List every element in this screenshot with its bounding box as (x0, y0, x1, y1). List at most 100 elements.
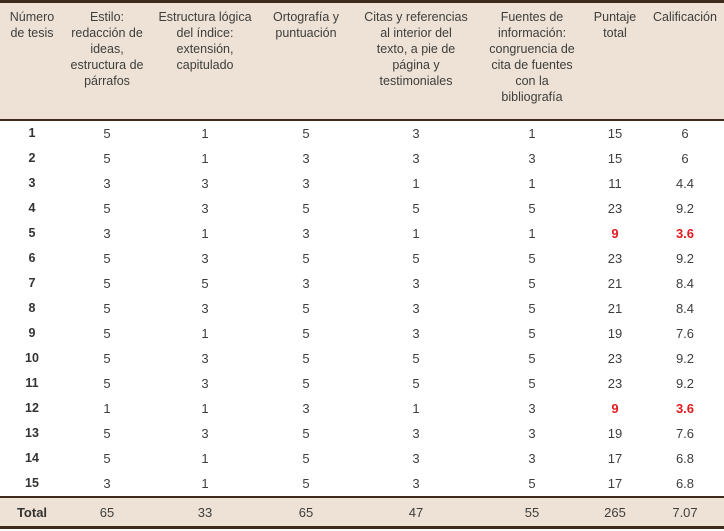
score-cell: 3 (201, 351, 209, 366)
total-cell-estructura: 33 (150, 496, 260, 529)
score-cell: 3 (302, 176, 310, 191)
score-cell: 3.6 (675, 226, 695, 241)
score-cell: 5 (103, 426, 111, 441)
score-cell: 3 (103, 476, 111, 491)
score-cell: 5 (528, 276, 536, 291)
col-header-estilo: Estilo: redacción de ideas, estructura d… (64, 0, 150, 121)
table-row: 12 1 1 3 1 3 9 3.6 (0, 396, 724, 421)
col-header-estructura-logica: Estructura lógica del índice: extensión,… (150, 0, 260, 121)
score-cell: 6 (681, 151, 689, 166)
score-cell: 6.8 (675, 476, 695, 491)
table-row: 14 5 1 5 3 3 17 6.8 (0, 446, 724, 471)
score-cell: 5 (528, 476, 536, 491)
score-cell: 5 (302, 351, 310, 366)
table-row: 15 3 1 5 3 5 17 6.8 (0, 471, 724, 497)
col-header-calificacion: Calificación (646, 0, 724, 121)
score-cell: 6 (681, 126, 689, 141)
table-row: 1 5 1 5 3 1 15 6 (0, 120, 724, 146)
row-number: 8 (28, 301, 36, 316)
table-row: 6 5 3 5 5 5 23 9.2 (0, 246, 724, 271)
total-cell-ortografia: 65 (260, 496, 352, 529)
score-cell: 19 (607, 426, 623, 441)
score-cell: 1 (201, 401, 209, 416)
col-header-numero-de-tesis: Número de tesis (0, 0, 64, 121)
row-number: 5 (28, 226, 36, 241)
col-header-ortografia: Ortografía y puntuación (260, 0, 352, 121)
score-cell: 3 (528, 451, 536, 466)
score-cell: 5 (412, 376, 420, 391)
score-cell: 1 (528, 126, 536, 141)
total-label: Total (0, 496, 64, 529)
score-cell: 3 (528, 151, 536, 166)
score-cell: 5 (103, 276, 111, 291)
row-number: 11 (25, 376, 39, 391)
score-cell: 5 (412, 351, 420, 366)
score-cell: 21 (607, 301, 623, 316)
score-cell: 23 (607, 251, 623, 266)
score-cell: 11 (608, 176, 622, 191)
score-cell: 9 (611, 401, 619, 416)
score-cell: 3 (412, 301, 420, 316)
score-cell: 7.6 (675, 426, 695, 441)
score-cell: 15 (607, 151, 623, 166)
table-row: 11 5 3 5 5 5 23 9.2 (0, 371, 724, 396)
score-cell: 3 (412, 426, 420, 441)
score-cell: 1 (201, 126, 209, 141)
score-cell: 17 (607, 476, 623, 491)
row-number: 1 (28, 126, 36, 141)
row-number: 2 (28, 151, 36, 166)
score-cell: 19 (607, 326, 623, 341)
score-cell: 5 (201, 276, 209, 291)
header-row: Número de tesis Estilo: redacción de ide… (0, 0, 724, 121)
score-cell: 8.4 (675, 276, 695, 291)
score-cell: 5 (302, 301, 310, 316)
score-cell: 5 (302, 251, 310, 266)
score-cell: 1 (528, 226, 536, 241)
score-cell: 3 (201, 376, 209, 391)
score-cell: 5 (302, 426, 310, 441)
score-cell: 1 (201, 226, 209, 241)
score-cell: 4.4 (675, 176, 695, 191)
score-cell: 5 (103, 376, 111, 391)
score-cell: 23 (607, 201, 623, 216)
score-cell: 5 (103, 301, 111, 316)
row-number: 15 (25, 476, 39, 491)
score-cell: 3 (412, 326, 420, 341)
row-number: 10 (25, 351, 39, 366)
score-cell: 7.6 (675, 326, 695, 341)
score-cell: 1 (412, 401, 420, 416)
score-cell: 15 (607, 126, 623, 141)
score-cell: 9.2 (675, 351, 695, 366)
score-cell: 9.2 (675, 251, 695, 266)
score-cell: 5 (528, 251, 536, 266)
total-cell-estilo: 65 (64, 496, 150, 529)
table-row: 10 5 3 5 5 5 23 9.2 (0, 346, 724, 371)
score-cell: 5 (103, 201, 111, 216)
total-cell-puntaje: 265 (584, 496, 646, 529)
score-cell: 3 (201, 176, 209, 191)
score-cell: 5 (103, 126, 111, 141)
score-cell: 5 (103, 351, 111, 366)
score-cell: 5 (302, 476, 310, 491)
score-cell: 5 (412, 251, 420, 266)
score-cell: 3 (302, 276, 310, 291)
score-cell: 5 (412, 201, 420, 216)
score-cell: 8.4 (675, 301, 695, 316)
score-cell: 5 (528, 326, 536, 341)
col-header-citas-referencias: Citas y referencias al interior del text… (352, 0, 480, 121)
row-number: 7 (28, 276, 36, 291)
total-cell-calificacion: 7.07 (646, 496, 724, 529)
score-cell: 5 (528, 201, 536, 216)
score-cell: 5 (103, 451, 111, 466)
total-row: Total 65 33 65 47 55 265 7.07 (0, 496, 724, 529)
score-cell: 3 (412, 451, 420, 466)
table-row: 3 3 3 3 1 1 11 4.4 (0, 171, 724, 196)
table-row: 7 5 5 3 3 5 21 8.4 (0, 271, 724, 296)
score-cell: 5 (302, 201, 310, 216)
score-cell: 9.2 (675, 376, 695, 391)
score-cell: 9 (611, 226, 619, 241)
score-cell: 3 (201, 251, 209, 266)
table-row: 2 5 1 3 3 3 15 6 (0, 146, 724, 171)
score-cell: 1 (412, 176, 420, 191)
score-cell: 1 (201, 451, 209, 466)
